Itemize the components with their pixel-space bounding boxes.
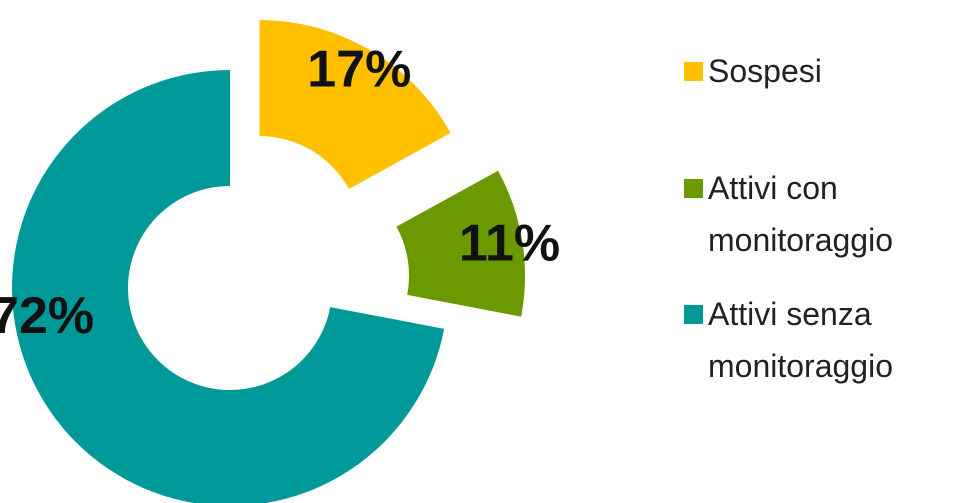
slice-label-attivi-con-monitoraggio: 11% [459,215,560,273]
legend-label-attivi-senza-monitoraggio: Attivi senza monitoraggio [708,296,893,384]
legend: Sospesi Attivi con monitoraggio Attivi s… [684,0,968,503]
legend-item-attivi-con-monitoraggio: Attivi con monitoraggio [684,162,893,266]
slice-attivi-con-monitoraggio [396,170,526,317]
legend-label-sospesi: Sospesi [708,53,822,89]
slice-attivi-senza-monitoraggio [12,70,445,503]
slice-sospesi [259,20,451,189]
legend-swatch-attivi-con-monitoraggio [684,179,703,198]
legend-item-attivi-senza-monitoraggio: Attivi senza monitoraggio [684,288,893,392]
legend-swatch-sospesi [684,62,703,81]
slice-label-attivi-senza-monitoraggio: 72% [0,287,94,345]
legend-swatch-attivi-senza-monitoraggio [684,305,703,324]
legend-label-attivi-con-monitoraggio: Attivi con monitoraggio [708,170,893,258]
slice-label-sospesi: 17% [307,40,411,98]
legend-item-sospesi: Sospesi [684,45,822,97]
